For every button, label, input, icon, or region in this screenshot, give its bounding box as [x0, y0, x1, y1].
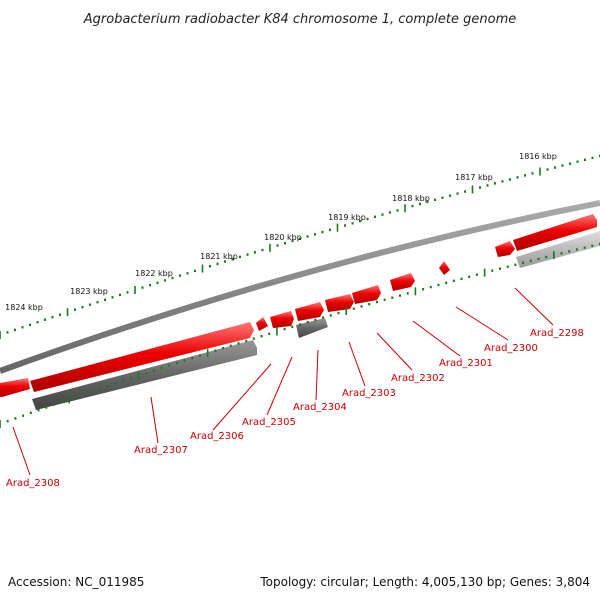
- scale-label-1820: 1820 kbp: [264, 233, 302, 242]
- scale-label-1817: 1817 kbp: [455, 173, 493, 182]
- scale-label-1822: 1822 kbp: [135, 269, 173, 278]
- gene-arad-2301[interactable]: [390, 273, 415, 291]
- accession-text: Accession: NC_011985: [8, 575, 144, 589]
- label-arad-2308[interactable]: Arad_2308: [6, 478, 60, 489]
- gene-arad-2299[interactable]: [495, 241, 515, 257]
- label-arad-2302[interactable]: Arad_2302: [391, 373, 445, 384]
- chromosome-backbone: [0, 200, 600, 374]
- gene-arad-2307-fwd[interactable]: [30, 322, 254, 392]
- scale-label-1819: 1819 kbp: [328, 213, 366, 222]
- gene-light-reverse[interactable]: [516, 231, 600, 268]
- genome-summary-text: Topology: circular; Length: 4,005,130 bp…: [259, 575, 590, 589]
- gene-arad-2303-a[interactable]: [295, 302, 324, 321]
- gene-arad-2305[interactable]: [270, 311, 294, 328]
- label-arad-2304[interactable]: Arad_2304: [293, 402, 347, 413]
- scale-label-1821: 1821 kbp: [200, 252, 238, 261]
- map-title: Agrobacterium radiobacter K84 chromosome…: [83, 12, 516, 27]
- gene-arad-2308[interactable]: [0, 378, 30, 397]
- scale-label-1823: 1823 kbp: [70, 287, 108, 296]
- forward-strand-genes: [0, 214, 597, 397]
- gene-arad-2303[interactable]: [325, 294, 354, 312]
- label-arad-2307[interactable]: Arad_2307: [134, 445, 188, 456]
- gene-arad-2298[interactable]: [513, 214, 597, 251]
- label-arad-2301[interactable]: Arad_2301: [439, 358, 493, 369]
- label-arad-2303[interactable]: Arad_2303: [342, 388, 396, 399]
- gene-arad-2307[interactable]: [32, 340, 257, 410]
- label-arad-2306[interactable]: Arad_2306: [190, 431, 244, 442]
- gene-arad-2306[interactable]: [256, 317, 268, 331]
- label-arad-2305[interactable]: Arad_2305: [242, 417, 296, 428]
- reverse-strand-genes: [32, 231, 600, 410]
- gene-arad-2302[interactable]: [352, 285, 381, 304]
- scale-track-outer: [0, 154, 600, 339]
- scale-label-1818: 1818 kbp: [392, 194, 430, 203]
- scale-labels: 1816 kbp 1817 kbp 1818 kbp 1819 kbp 1820…: [5, 152, 557, 312]
- gene-arad-2300[interactable]: [439, 261, 450, 275]
- label-arad-2300[interactable]: Arad_2300: [484, 343, 538, 354]
- scale-track-inner: [0, 242, 600, 428]
- label-leaders: [12, 287, 554, 476]
- scale-label-1824: 1824 kbp: [5, 303, 43, 312]
- gene-labels: Arad_2298 Arad_2300 Arad_2301 Arad_2302 …: [6, 328, 584, 489]
- scale-label-1816: 1816 kbp: [519, 152, 557, 161]
- label-arad-2298[interactable]: Arad_2298: [530, 328, 584, 339]
- gene-arad-2304[interactable]: [296, 318, 328, 338]
